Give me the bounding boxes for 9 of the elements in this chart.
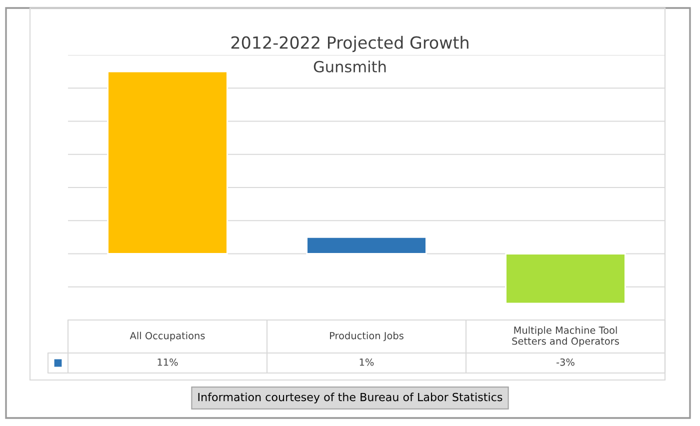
- x-tick-label: Multiple Machine Tool Setters and Operators: [512, 326, 619, 347]
- chart-title: 2012-2022 Projected Growth: [231, 36, 468, 52]
- text: Information courtesey of the Bureau of Labor Statistics: [198, 392, 502, 404]
- data-label: -3%: [556, 358, 574, 366]
- x-tick-label: All Occupations: [130, 332, 205, 342]
- x-tick-label: Production Jobs: [330, 332, 404, 342]
- data-label: 11%: [158, 358, 178, 366]
- data-label: 1%: [360, 358, 374, 366]
- chart-subtitle: Gunsmith: [314, 60, 386, 72]
